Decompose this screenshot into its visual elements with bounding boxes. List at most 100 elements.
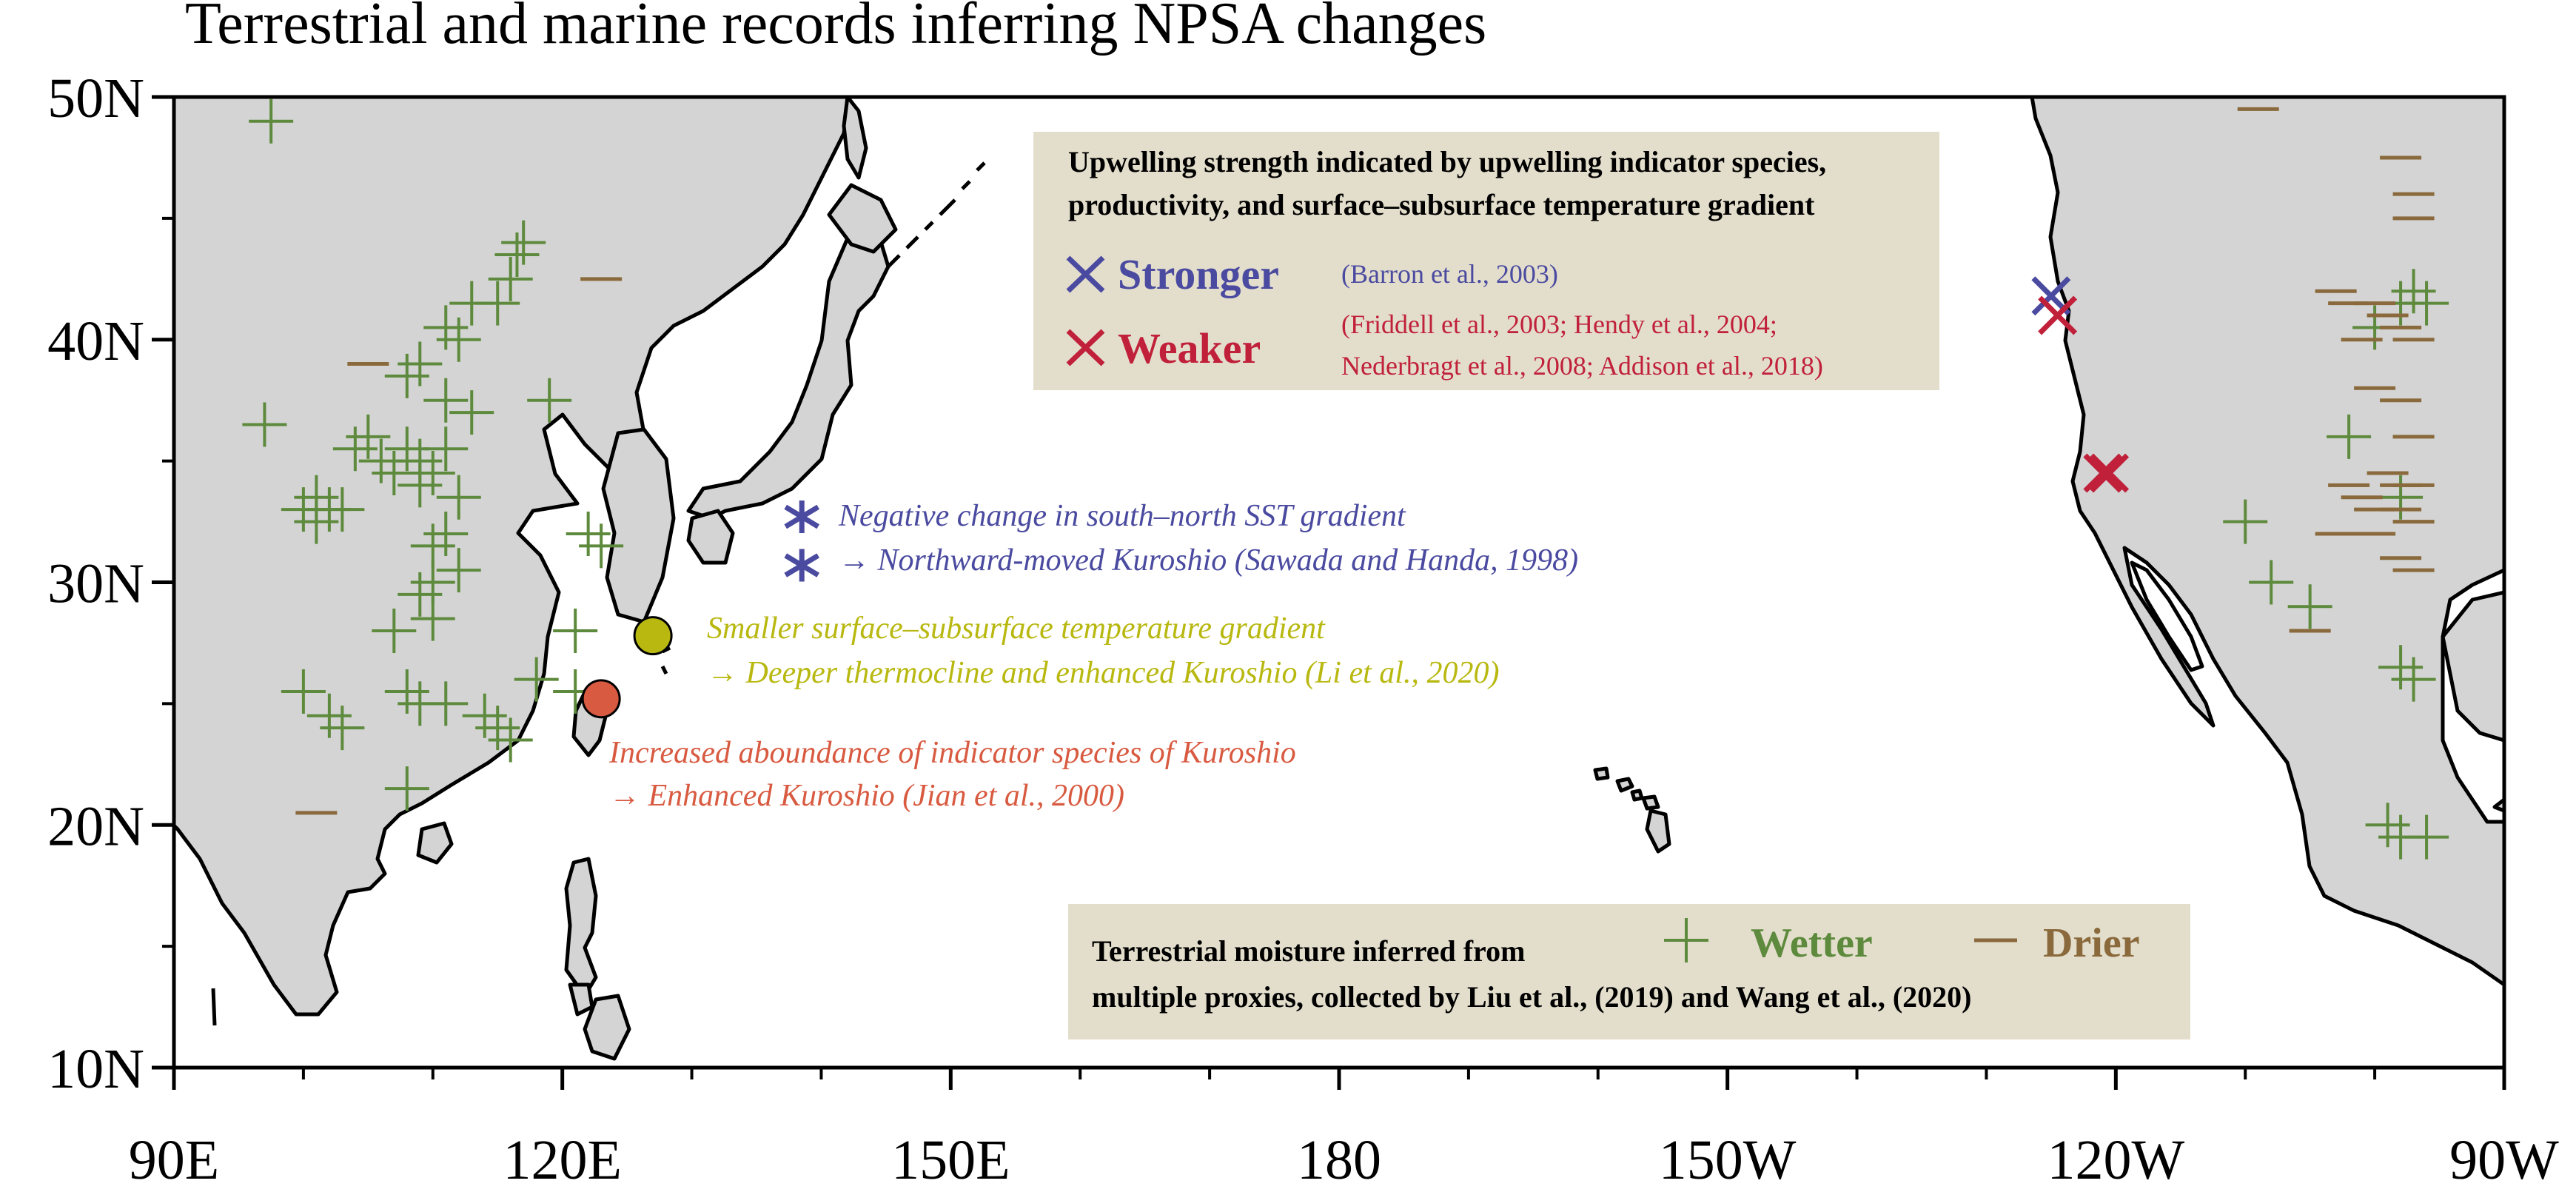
wetter-marker: [281, 669, 326, 714]
wetter-plus-icon: [1664, 918, 1708, 962]
wetter-label: Wetter: [1751, 920, 1873, 966]
wetter-marker: [2365, 803, 2410, 848]
small-islet: [211, 988, 217, 1026]
wetter-marker: [372, 609, 417, 654]
weaker-x-icon: [1066, 329, 1105, 366]
mindanao: [583, 994, 631, 1061]
axes: 90E 120E 150E 180 150W 120W 90W 50N 40N 30N 20N 10N: [47, 67, 2559, 1191]
moisture-legend-line1: Terrestrial moisture inferred from: [1092, 934, 1525, 968]
weaker-upwelling-marker: [2090, 453, 2130, 493]
wetter-marker: [358, 438, 403, 483]
wetter-marker: [2327, 414, 2372, 459]
wetter-marker: [488, 256, 533, 301]
upwelling-legend-title-2: productivity, and surface–subsurface tem…: [1068, 188, 1815, 221]
wetter-marker: [2404, 281, 2449, 326]
korea: [601, 427, 676, 624]
sawada-line2: → Northward-moved Kuroshio (Sawada and H…: [839, 543, 1578, 577]
wetter-marker: [332, 426, 378, 472]
weaker-ref-1: (Friddell et al., 2003; Hendy et al., 20…: [1341, 309, 1777, 339]
weaker-upwelling-marker: [2083, 453, 2123, 493]
wetter-marker: [398, 463, 443, 508]
wetter-marker: [449, 390, 494, 435]
wetter-marker: [410, 596, 455, 641]
hainan: [416, 821, 454, 865]
wetter-marker: [2249, 560, 2294, 605]
wetter-marker: [436, 317, 481, 362]
sawada-asterisks: [784, 500, 820, 582]
moisture-legend-box: [1068, 904, 2190, 1039]
stronger-label: Stronger: [1118, 250, 1279, 298]
wetter-markers: [242, 98, 2449, 860]
wetter-marker: [423, 681, 469, 726]
wetter-marker: [384, 426, 429, 472]
moisture-legend-line2: multiple proxies, collected by Liu et al…: [1092, 980, 1972, 1014]
y-tick-label: 10N: [47, 1038, 144, 1100]
sakhalin: [842, 97, 868, 180]
x-tick-label: 180: [1297, 1129, 1381, 1191]
jian2000-site: [581, 679, 621, 719]
wetter-marker: [436, 548, 481, 593]
wetter-marker: [320, 487, 365, 532]
y-tick-label: 40N: [47, 310, 144, 372]
wetter-marker: [384, 353, 429, 398]
x-tick-label: 150W: [1659, 1129, 1797, 1191]
wetter-marker: [449, 281, 494, 326]
y-tick-label: 30N: [47, 553, 144, 615]
drier-label: Drier: [2043, 920, 2140, 966]
x-tick-label: 120E: [503, 1129, 621, 1191]
wetter-marker: [527, 378, 572, 423]
sawada-asterisk-marker: [784, 500, 820, 534]
wetter-marker: [320, 706, 365, 751]
wetter-marker: [2223, 499, 2268, 544]
hokkaido: [827, 183, 898, 254]
y-tick-label: 50N: [47, 67, 144, 130]
yucatan: [2441, 590, 2504, 743]
sawada-annotation: Negative change in south–north SST gradi…: [838, 499, 1578, 577]
wetter-marker: [423, 305, 469, 350]
kyushu-shikoku: [686, 509, 735, 565]
wetter-marker: [398, 572, 443, 617]
sawada-asterisk-marker: [784, 549, 820, 582]
wetter-marker: [346, 414, 391, 459]
wetter-marker: [423, 426, 469, 472]
jian-line1: Increased aboundance of indicator specie…: [608, 736, 1296, 770]
cuba-area: [2492, 797, 2504, 813]
wetter-marker: [2391, 269, 2436, 314]
x-tick-label: 90W: [2449, 1129, 2559, 1191]
wetter-marker: [2287, 584, 2332, 629]
li-line2: → Deeper thermocline and enhanced Kurosh…: [707, 656, 1499, 690]
wetter-marker: [436, 475, 481, 520]
hawaii: [1593, 766, 1671, 854]
visayas: [568, 982, 594, 1017]
stronger-ref: (Barron et al., 2003): [1341, 259, 1558, 289]
wetter-marker: [494, 232, 540, 278]
wetter-marker: [514, 657, 559, 702]
x-tick-label: 120W: [2047, 1129, 2184, 1191]
upwelling-legend-box: [1033, 132, 1939, 390]
wetter-marker: [501, 220, 546, 265]
weaker-label: Weaker: [1118, 324, 1261, 372]
land-layer: [174, 97, 2504, 1061]
gulf-of-california: [2130, 560, 2204, 672]
upwelling-legend-title-1: Upwelling strength indicated by upwellin…: [1068, 145, 1826, 178]
x-tick-label: 150E: [891, 1129, 1010, 1191]
wetter-marker: [553, 609, 598, 654]
weaker-upwelling-marker: [2038, 295, 2078, 335]
north-america: [2030, 97, 2504, 987]
wetter-marker: [398, 341, 443, 386]
upwelling-markers: [2031, 276, 2130, 493]
wetter-marker: [306, 693, 352, 738]
wetter-marker: [579, 523, 624, 569]
wetter-marker: [2378, 475, 2424, 520]
wetter-marker: [384, 669, 429, 714]
sawada-line1: Negative change in south–north SST gradi…: [838, 499, 1406, 533]
jian-annotation: Increased aboundance of indicator specie…: [608, 736, 1296, 813]
jian-line2: → Enhanced Kuroshio (Jian et al., 2000): [609, 779, 1124, 813]
wetter-marker: [488, 717, 533, 763]
drier-markers: [295, 107, 2435, 815]
japan: [686, 198, 890, 520]
map-title: Terrestrial and marine records inferring…: [185, 0, 1486, 56]
wetter-marker: [410, 451, 455, 496]
wetter-marker: [423, 511, 469, 556]
moisture-legend: Terrestrial moisture inferred from multi…: [1068, 904, 2190, 1039]
